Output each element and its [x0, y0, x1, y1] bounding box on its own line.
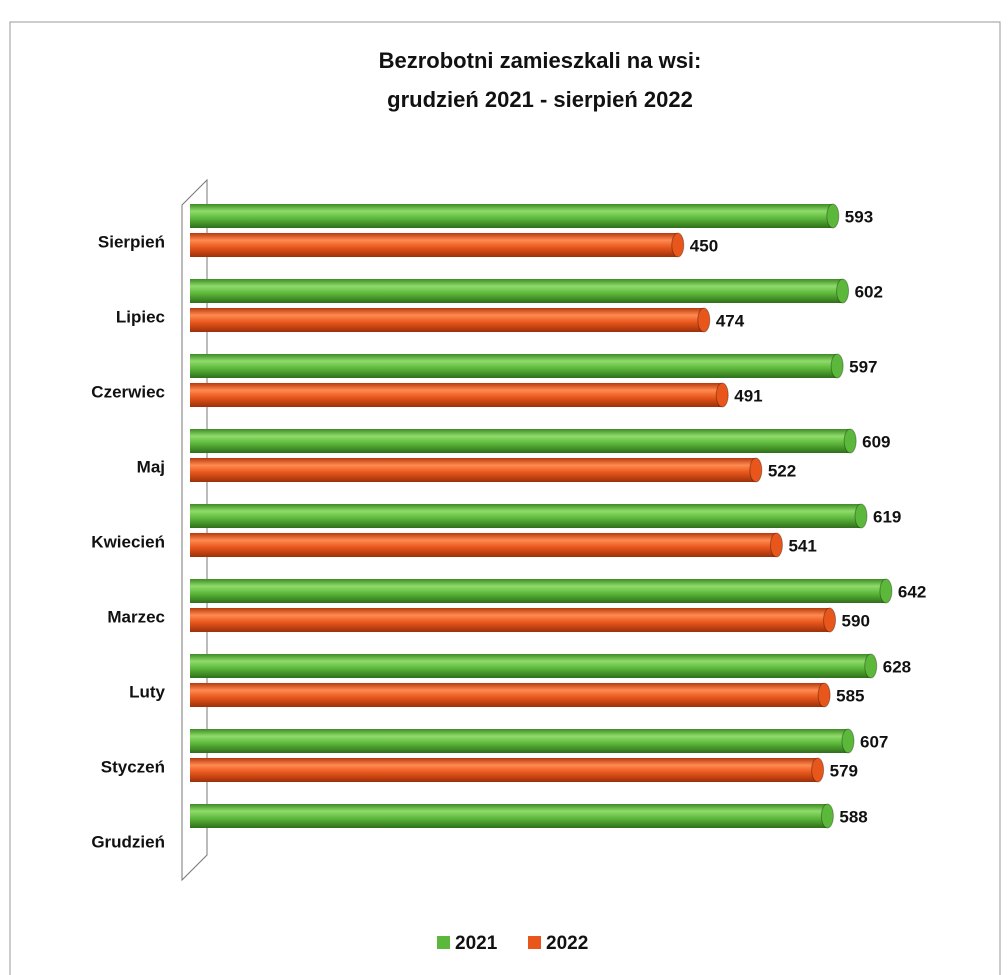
value-label: 590	[842, 611, 870, 630]
legend-label: 2022	[546, 933, 588, 954]
bar-cap	[823, 607, 837, 633]
legend-label: 2021	[455, 933, 498, 954]
bar	[190, 383, 723, 407]
bar	[190, 504, 861, 528]
category-label: Czerwiec	[91, 382, 165, 401]
chart-title: Bezrobotni zamieszkali na wsi:	[379, 48, 702, 73]
bar-cap	[879, 578, 893, 604]
bar	[190, 683, 825, 707]
bar	[190, 308, 704, 332]
bar-cap	[715, 382, 729, 408]
category-label: Sierpień	[98, 232, 165, 251]
bar	[190, 758, 818, 782]
value-label: 522	[768, 461, 796, 480]
category-label: Luty	[129, 682, 165, 701]
chart-subtitle: grudzień 2021 - sierpień 2022	[387, 87, 693, 112]
bar-cap	[843, 428, 857, 454]
value-label: 602	[855, 282, 883, 301]
bar-cap	[854, 503, 868, 529]
bar-cap	[830, 353, 844, 379]
bar-cap	[836, 278, 850, 304]
legend-swatch	[437, 936, 450, 949]
value-label: 474	[716, 311, 745, 330]
bar-cap	[749, 457, 763, 483]
bar	[190, 579, 886, 603]
value-label: 541	[788, 536, 816, 555]
bar	[190, 533, 777, 557]
bar-cap	[697, 307, 711, 333]
category-label: Marzec	[107, 607, 165, 626]
value-label: 579	[830, 761, 858, 780]
bar-cap	[820, 803, 834, 829]
bar-cap	[826, 203, 840, 229]
bar-cap	[769, 532, 783, 558]
bar	[190, 729, 848, 753]
value-label: 619	[873, 507, 901, 526]
value-label: 609	[862, 432, 890, 451]
bar-cap	[811, 757, 825, 783]
legend-swatch	[528, 936, 541, 949]
bar	[190, 429, 851, 453]
bar	[190, 654, 871, 678]
bar	[190, 608, 830, 632]
category-label: Grudzień	[91, 832, 165, 851]
value-label: 642	[898, 582, 926, 601]
category-label: Styczeń	[101, 757, 165, 776]
category-label: Lipiec	[116, 307, 165, 326]
bar	[190, 204, 833, 228]
bar	[190, 458, 756, 482]
category-label: Kwiecień	[91, 532, 165, 551]
bar-cap	[864, 653, 878, 679]
bar	[190, 233, 678, 257]
value-label: 628	[883, 657, 911, 676]
bar	[190, 279, 843, 303]
value-label: 593	[845, 207, 873, 226]
frame	[9, 21, 1001, 975]
value-label: 450	[690, 236, 718, 255]
axis-wall	[181, 178, 208, 882]
bar	[190, 804, 828, 828]
value-label: 491	[734, 386, 762, 405]
bar	[190, 354, 838, 378]
value-label: 607	[860, 732, 888, 751]
bar-cap	[817, 682, 831, 708]
bar-cap	[671, 232, 685, 258]
value-label: 588	[839, 807, 867, 826]
category-label: Maj	[137, 457, 165, 476]
value-label: 597	[849, 357, 877, 376]
value-label: 585	[836, 686, 864, 705]
bar-cap	[841, 728, 855, 754]
